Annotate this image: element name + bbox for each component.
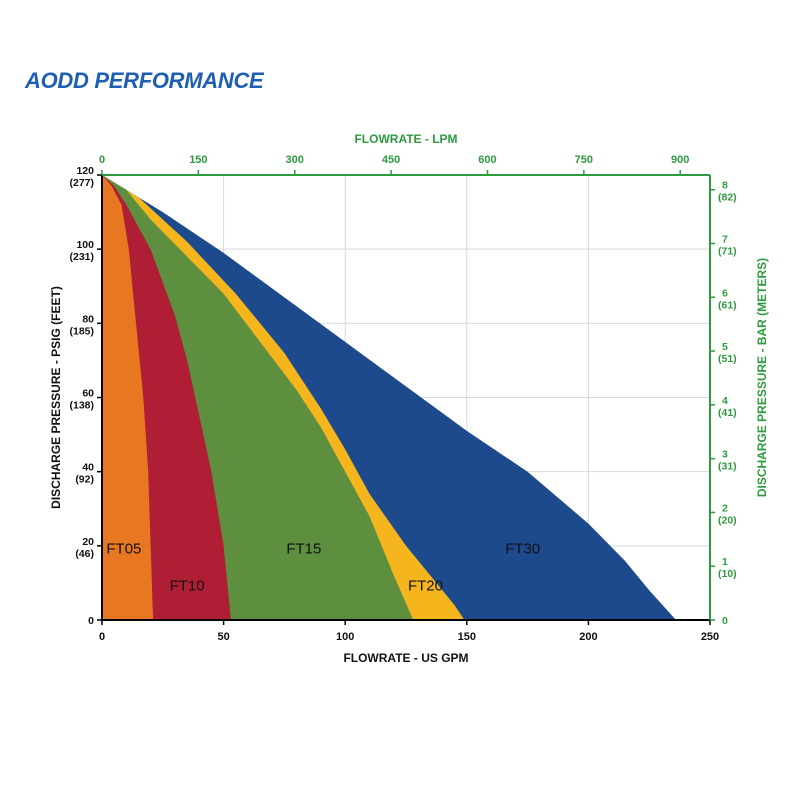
right-tick-label: 4 (722, 395, 728, 407)
right-tick-sublabel: (41) (718, 407, 737, 419)
x-tick-label: 250 (701, 631, 719, 643)
series-label-ft15: FT15 (286, 540, 321, 557)
series-area-ft05 (102, 175, 154, 620)
y-tick-sublabel: (92) (75, 474, 94, 486)
top-axis-title: FLOWRATE - LPM (354, 132, 457, 146)
right-tick-label: 2 (722, 502, 728, 514)
x-tick-label: 150 (458, 631, 476, 643)
top-tick-label: 450 (382, 154, 400, 166)
top-tick-label: 900 (671, 154, 689, 166)
right-tick-label: 6 (722, 287, 728, 299)
x-tick-label: 0 (99, 631, 105, 643)
right-axis-title: DISCHARGE PRESSURE - BAR (METERS) (755, 258, 769, 497)
series-label-ft05: FT05 (106, 540, 141, 557)
y-tick-sublabel: (46) (75, 548, 94, 560)
labels-layer: FT30 FT20 FT15 FT10 FT05 (106, 540, 540, 594)
top-tick-label: 300 (286, 154, 304, 166)
right-tick-label: 3 (722, 449, 728, 461)
right-tick-label: 5 (722, 341, 728, 353)
series-label-ft30: FT30 (505, 540, 540, 557)
right-tick-label: 1 (722, 556, 728, 568)
top-tick-label: 0 (99, 154, 105, 166)
top-tick-label: 750 (575, 154, 593, 166)
y-tick-sublabel: (277) (69, 177, 94, 189)
y-tick-label: 40 (82, 462, 94, 474)
right-tick-sublabel: (51) (718, 353, 737, 365)
right-tick-sublabel: (61) (718, 299, 737, 311)
y-tick-sublabel: (185) (69, 325, 94, 337)
series-label-ft10: FT10 (170, 577, 205, 594)
right-tick-sublabel: (10) (718, 568, 737, 580)
right-tick-sublabel: (31) (718, 461, 737, 473)
right-tick-sublabel: (82) (718, 192, 737, 204)
series-label-ft20: FT20 (408, 577, 443, 594)
y-tick-label: 100 (76, 239, 94, 251)
y-tick-sublabel: (231) (69, 251, 94, 263)
y-tick-sublabel: (138) (69, 400, 94, 412)
x-axis-title: FLOWRATE - US GPM (343, 651, 468, 665)
y-tick-label: 80 (82, 313, 94, 325)
y-tick-label: 120 (76, 165, 94, 177)
top-tick-label: 600 (478, 154, 496, 166)
x-tick-label: 200 (579, 631, 597, 643)
top-tick-label: 150 (189, 154, 207, 166)
y-tick-label: 20 (82, 536, 94, 548)
right-tick-label: 7 (722, 234, 728, 246)
right-tick-sublabel: (20) (718, 514, 737, 526)
right-tick-sublabel: (71) (718, 246, 737, 258)
y-tick-label: 0 (88, 615, 94, 627)
right-tick-label: 0 (722, 615, 728, 627)
y-axis-title: DISCHARGE PRESSURE - PSIG (FEET) (49, 286, 63, 509)
x-tick-label: 50 (217, 631, 229, 643)
x-tick-label: 100 (336, 631, 354, 643)
page-title: AODD PERFORMANCE (25, 68, 264, 93)
y-tick-label: 60 (82, 388, 94, 400)
right-tick-label: 8 (722, 180, 728, 192)
series-layer (102, 175, 676, 620)
